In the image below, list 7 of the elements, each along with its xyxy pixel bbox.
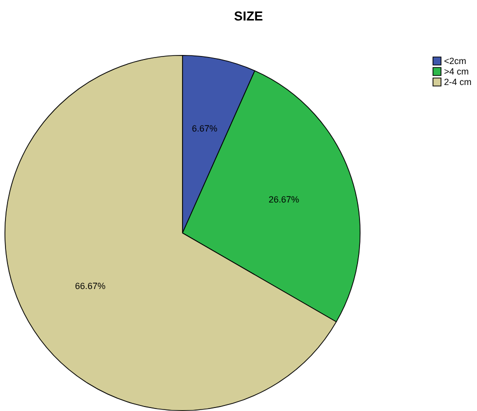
legend-label: <2cm xyxy=(444,56,466,66)
data-label: 26.67% xyxy=(268,194,300,205)
chart-title: SIZE xyxy=(234,8,264,24)
data-label: 66.67% xyxy=(74,280,106,291)
legend-label: 2-4 cm xyxy=(444,76,472,87)
legend-label: >4 cm xyxy=(444,66,469,76)
data-label: 6.67% xyxy=(192,123,218,134)
